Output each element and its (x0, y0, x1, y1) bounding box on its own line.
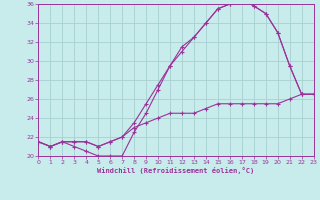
X-axis label: Windchill (Refroidissement éolien,°C): Windchill (Refroidissement éolien,°C) (97, 167, 255, 174)
